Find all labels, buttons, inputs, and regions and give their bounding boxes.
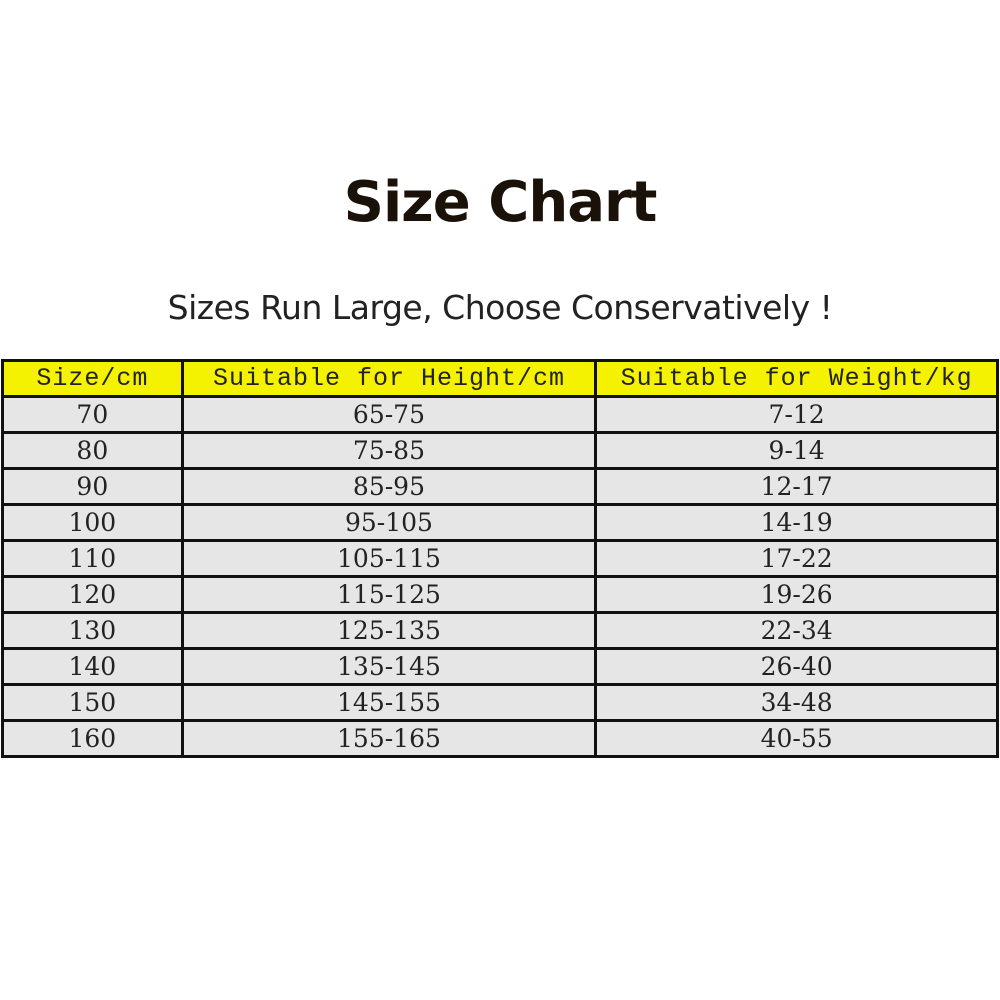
size-cell: 120 <box>1 575 184 614</box>
height-cell: 65-75 <box>180 395 598 434</box>
size-cell: 140 <box>1 647 184 686</box>
size-cell: 70 <box>1 395 184 434</box>
table-row: 90 85-95 12-17 <box>1 467 999 506</box>
weight-cell: 7-12 <box>594 395 999 434</box>
weight-cell: 14-19 <box>594 503 999 542</box>
height-cell: 125-135 <box>180 611 598 650</box>
size-cell: 130 <box>1 611 184 650</box>
size-cell: 150 <box>1 683 184 722</box>
weight-cell: 12-17 <box>594 467 999 506</box>
weight-cell: 9-14 <box>594 431 999 470</box>
size-cell: 90 <box>1 467 184 506</box>
height-cell: 145-155 <box>180 683 598 722</box>
weight-cell: 17-22 <box>594 539 999 578</box>
height-cell: 155-165 <box>180 719 598 758</box>
header-weight: Suitable for Weight/kg <box>594 359 999 398</box>
table-row: 70 65-75 7-12 <box>1 395 999 434</box>
weight-cell: 19-26 <box>594 575 999 614</box>
size-cell: 100 <box>1 503 184 542</box>
table-row: 160 155-165 40-55 <box>1 719 999 758</box>
size-cell: 160 <box>1 719 184 758</box>
page-subtitle: Sizes Run Large, Choose Conservatively ! <box>167 288 833 327</box>
height-cell: 115-125 <box>180 575 598 614</box>
table-row: 110 105-115 17-22 <box>1 539 999 578</box>
table-row: 80 75-85 9-14 <box>1 431 999 470</box>
weight-cell: 26-40 <box>594 647 999 686</box>
page-title: Size Chart <box>343 170 658 235</box>
weight-cell: 40-55 <box>594 719 999 758</box>
height-cell: 85-95 <box>180 467 598 506</box>
weight-cell: 22-34 <box>594 611 999 650</box>
height-cell: 95-105 <box>180 503 598 542</box>
table-row: 100 95-105 14-19 <box>1 503 999 542</box>
table-row: 140 135-145 26-40 <box>1 647 999 686</box>
size-cell: 80 <box>1 431 184 470</box>
size-cell: 110 <box>1 539 184 578</box>
header-size: Size/cm <box>1 359 184 398</box>
height-cell: 105-115 <box>180 539 598 578</box>
height-cell: 135-145 <box>180 647 598 686</box>
height-cell: 75-85 <box>180 431 598 470</box>
header-height: Suitable for Height/cm <box>180 359 598 398</box>
weight-cell: 34-48 <box>594 683 999 722</box>
table-row: 130 125-135 22-34 <box>1 611 999 650</box>
header-row: Size/cm Suitable for Height/cm Suitable … <box>1 359 999 398</box>
table-row: 150 145-155 34-48 <box>1 683 999 722</box>
table-row: 120 115-125 19-26 <box>1 575 999 614</box>
size-table: Size/cm Suitable for Height/cm Suitable … <box>1 359 999 758</box>
